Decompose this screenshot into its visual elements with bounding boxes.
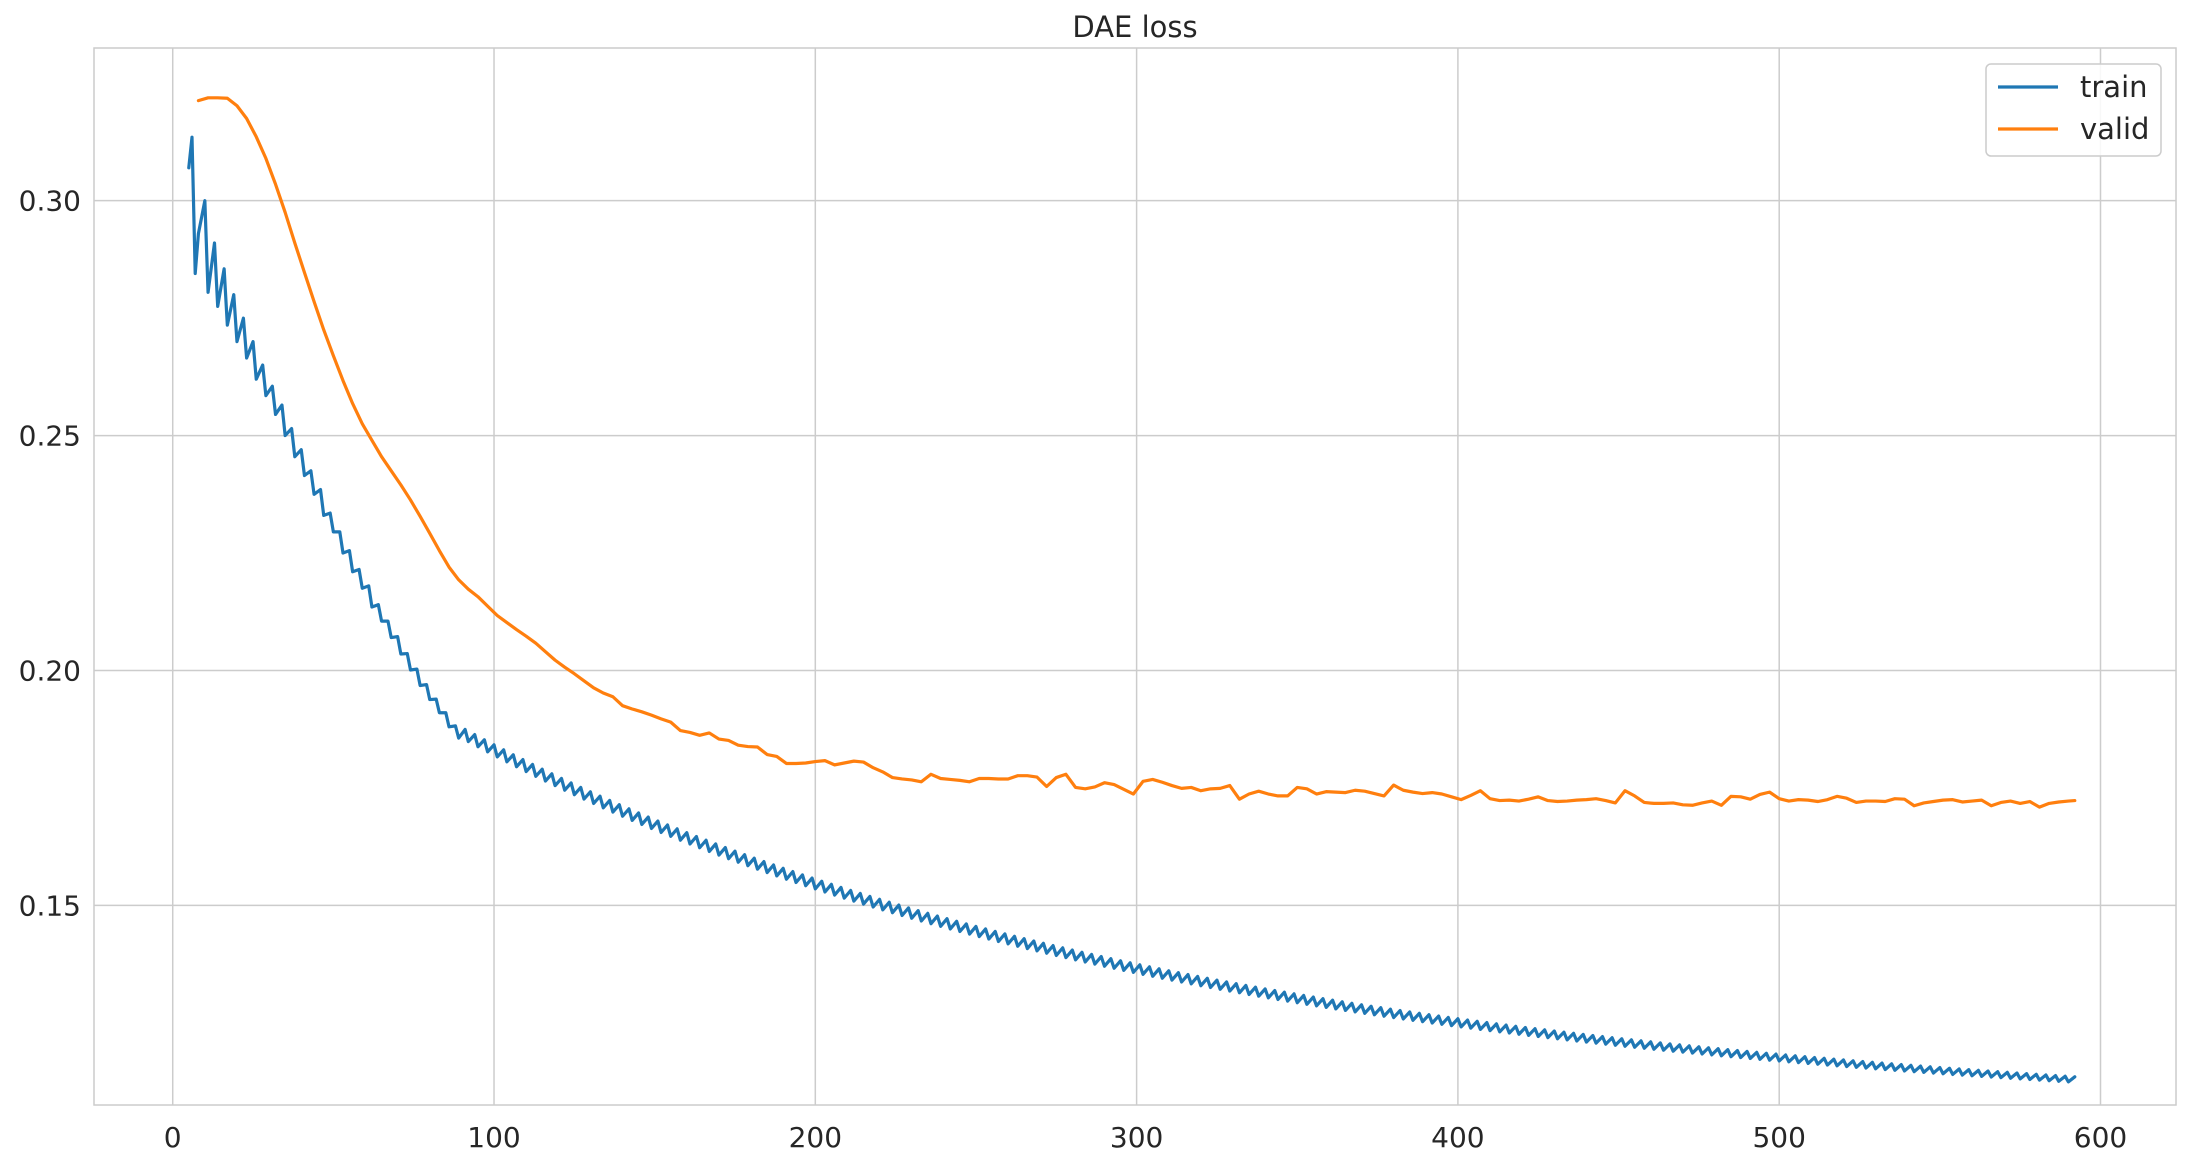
y-axis: 0.15 0.20 0.25 0.30 xyxy=(19,185,81,923)
x-axis: 0 100 200 300 400 500 600 xyxy=(164,1121,2127,1154)
series-layer xyxy=(187,96,2077,1084)
plot-area xyxy=(93,47,2177,1106)
series-line-valid xyxy=(196,96,2077,809)
chart-title: DAE loss xyxy=(1072,10,1197,44)
legend-label-valid: valid xyxy=(2080,112,2149,146)
x-tick-label: 500 xyxy=(1752,1121,1805,1154)
y-tick-label: 0.30 xyxy=(19,185,81,218)
x-tick-label: 100 xyxy=(467,1121,520,1154)
legend-label-train: train xyxy=(2080,70,2148,104)
y-tick-label: 0.25 xyxy=(19,420,81,453)
x-tick-label: 600 xyxy=(2074,1121,2127,1154)
y-tick-label: 0.15 xyxy=(19,889,81,922)
x-tick-label: 400 xyxy=(1431,1121,1484,1154)
grid xyxy=(94,48,2176,1105)
x-tick-label: 300 xyxy=(1110,1121,1163,1154)
x-tick-label: 0 xyxy=(164,1121,182,1154)
series-line-train xyxy=(187,135,2077,1084)
y-tick-label: 0.20 xyxy=(19,654,81,687)
x-tick-label: 200 xyxy=(789,1121,842,1154)
legend: train valid xyxy=(1985,63,2162,157)
